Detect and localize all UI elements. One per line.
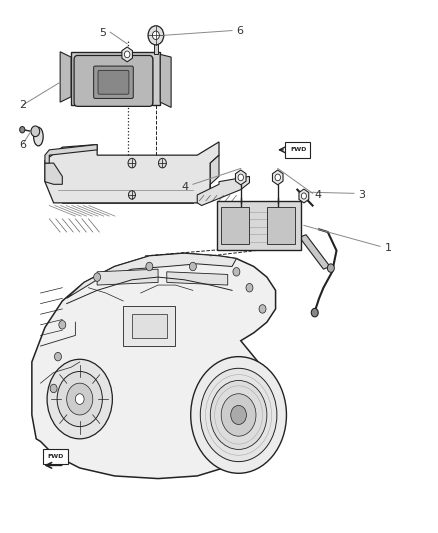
Polygon shape xyxy=(272,170,283,185)
Circle shape xyxy=(246,284,253,292)
FancyBboxPatch shape xyxy=(43,449,68,464)
Text: 1: 1 xyxy=(385,243,392,253)
Polygon shape xyxy=(236,170,246,185)
Text: 4: 4 xyxy=(315,190,322,200)
Circle shape xyxy=(75,394,84,405)
Bar xyxy=(125,54,129,68)
Bar xyxy=(123,306,176,346)
Circle shape xyxy=(210,381,267,449)
Circle shape xyxy=(231,406,247,424)
Circle shape xyxy=(67,383,93,415)
Polygon shape xyxy=(71,52,160,105)
FancyBboxPatch shape xyxy=(74,55,153,107)
Circle shape xyxy=(301,193,307,199)
Text: 6: 6 xyxy=(19,140,26,150)
Text: 5: 5 xyxy=(99,28,106,38)
Circle shape xyxy=(124,51,130,58)
Text: FWD: FWD xyxy=(47,454,64,459)
Text: 3: 3 xyxy=(358,190,365,200)
Circle shape xyxy=(20,126,25,133)
Text: 2: 2 xyxy=(19,100,26,110)
FancyBboxPatch shape xyxy=(285,142,310,158)
Polygon shape xyxy=(45,163,62,184)
Polygon shape xyxy=(197,176,250,206)
Circle shape xyxy=(50,384,57,393)
Circle shape xyxy=(31,126,40,136)
Circle shape xyxy=(327,264,334,272)
Polygon shape xyxy=(60,52,71,102)
FancyBboxPatch shape xyxy=(217,201,301,250)
Circle shape xyxy=(191,357,286,473)
Ellipse shape xyxy=(34,127,43,146)
Circle shape xyxy=(148,26,164,45)
Circle shape xyxy=(311,309,318,317)
Circle shape xyxy=(54,352,61,361)
Circle shape xyxy=(233,268,240,276)
Bar xyxy=(154,39,158,54)
Circle shape xyxy=(146,262,153,271)
Polygon shape xyxy=(32,253,276,479)
Circle shape xyxy=(189,262,196,271)
Bar xyxy=(132,314,167,338)
FancyBboxPatch shape xyxy=(94,66,133,99)
Polygon shape xyxy=(45,142,219,203)
Text: FWD: FWD xyxy=(290,147,307,152)
Circle shape xyxy=(94,273,101,281)
Circle shape xyxy=(238,174,244,181)
Text: 4: 4 xyxy=(181,182,188,192)
Polygon shape xyxy=(160,54,171,108)
Polygon shape xyxy=(122,47,132,62)
Polygon shape xyxy=(299,189,309,203)
Bar xyxy=(267,207,296,244)
Polygon shape xyxy=(300,235,330,269)
Circle shape xyxy=(59,320,66,329)
Bar xyxy=(221,207,249,244)
Polygon shape xyxy=(210,155,219,192)
Polygon shape xyxy=(67,253,237,298)
Circle shape xyxy=(47,359,113,439)
Circle shape xyxy=(221,394,256,436)
Circle shape xyxy=(259,305,266,313)
Circle shape xyxy=(275,174,280,181)
FancyBboxPatch shape xyxy=(98,70,129,94)
Polygon shape xyxy=(167,272,228,285)
Text: 6: 6 xyxy=(237,26,244,36)
Polygon shape xyxy=(45,144,97,163)
Circle shape xyxy=(200,368,277,462)
Polygon shape xyxy=(97,269,158,285)
Circle shape xyxy=(128,191,135,199)
Circle shape xyxy=(57,372,102,426)
Circle shape xyxy=(128,158,136,168)
Circle shape xyxy=(159,158,166,168)
Circle shape xyxy=(152,31,159,39)
